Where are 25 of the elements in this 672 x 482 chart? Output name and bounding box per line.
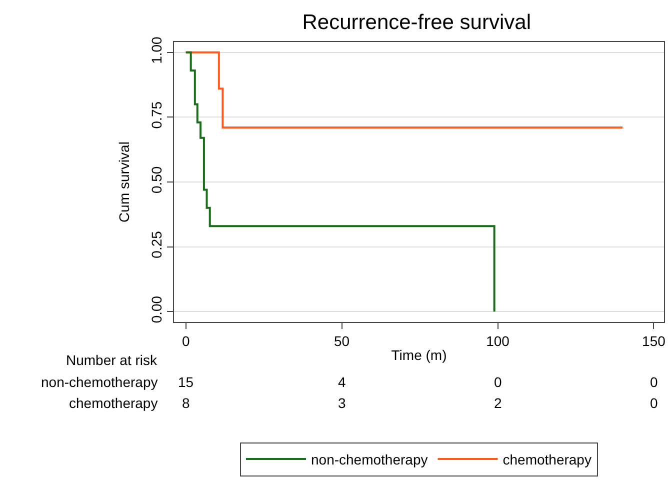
text: chemotherapy [69, 395, 158, 411]
y-tick-label: 0.00 [148, 296, 164, 324]
legend-label: chemotherapy [502, 451, 592, 468]
text: Number at risk [66, 352, 158, 368]
y-axis-title: Cum survival [116, 142, 132, 222]
chart-title: Recurrence-free survival [302, 11, 532, 34]
x-tick-label: 0 [182, 332, 190, 349]
text: 8 [182, 395, 190, 411]
text: 2 [494, 395, 502, 411]
y-tick-label: 1.00 [148, 36, 164, 64]
y-tick-label: 0.25 [148, 230, 164, 258]
y-tick-label: 0.50 [148, 166, 164, 194]
legend-label: non-chemotherapy [311, 451, 428, 468]
text: 3 [338, 395, 346, 411]
text: 0 [650, 395, 658, 411]
x-tick-label: 50 [334, 332, 350, 349]
x-tick-label: 150 [642, 332, 666, 349]
x-axis-title: Time (m) [391, 347, 447, 364]
x-tick-label: 100 [486, 332, 510, 349]
y-tick-label: 0.75 [148, 101, 164, 129]
text: 0 [494, 374, 502, 390]
text: 0 [650, 374, 658, 390]
text: 15 [178, 374, 194, 390]
text: 4 [338, 374, 346, 390]
text: non-chemotherapy [41, 374, 158, 390]
